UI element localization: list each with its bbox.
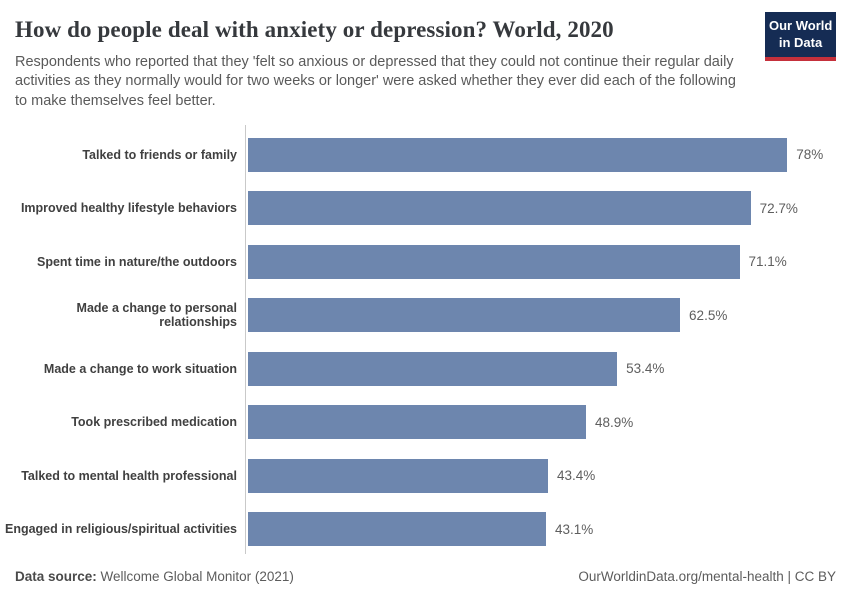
bar-track: 78% (248, 137, 836, 172)
bar[interactable] (248, 191, 751, 226)
category-label: Engaged in religious/spiritual activitie… (4, 522, 237, 537)
bar-row: Made a change to personal relationships … (0, 298, 836, 333)
bar-row: Took prescribed medication 48.9% (0, 405, 836, 440)
datasource-value: Wellcome Global Monitor (2021) (96, 569, 294, 584)
category-label: Improved healthy lifestyle behaviors (20, 201, 237, 216)
bar[interactable] (248, 137, 788, 172)
attribution-link[interactable]: OurWorldinData.org/mental-health | CC BY (578, 569, 836, 584)
value-label: 48.9% (595, 414, 634, 430)
bar-chart-plot: Talked to friends or family 78% Improved… (0, 124, 850, 555)
bar-row: Made a change to work situation 53.4% (0, 351, 836, 386)
owid-logo[interactable]: Our World in Data (765, 12, 836, 61)
header-text: How do people deal with anxiety or depre… (15, 12, 765, 112)
bar-row: Improved healthy lifestyle behaviors 72.… (0, 191, 836, 226)
owid-logo-line2: in Data (778, 34, 823, 50)
y-axis-line (245, 124, 246, 555)
bar[interactable] (248, 298, 681, 333)
bar-row: Talked to friends or family 78% (0, 137, 836, 172)
category-label: Talked to mental health professional (21, 468, 237, 483)
category-label: Took prescribed medication (71, 415, 237, 430)
value-label: 71.1% (748, 254, 787, 270)
datasource-label: Data source: (15, 569, 97, 584)
value-label: 62.5% (689, 307, 728, 323)
bar-track: 43.1% (248, 512, 836, 547)
value-label: 43.4% (556, 468, 596, 484)
bar-track: 72.7% (248, 191, 836, 226)
bar-track: 62.5% (248, 298, 836, 333)
value-label: 78% (796, 147, 824, 163)
chart-footer: Data source: Wellcome Global Monitor (20… (0, 569, 850, 600)
bar-row: Engaged in religious/spiritual activitie… (0, 512, 836, 547)
bar[interactable] (248, 405, 587, 440)
bar[interactable] (248, 244, 740, 279)
chart-title: How do people deal with anxiety or depre… (15, 17, 614, 42)
bar-row: Talked to mental health professional 43.… (0, 458, 836, 493)
bar-track: 71.1% (248, 244, 836, 279)
datasource: Data source: Wellcome Global Monitor (20… (15, 569, 294, 584)
bar-row: Spent time in nature/the outdoors 71.1% (0, 244, 836, 279)
chart-subtitle: Respondents who reported that they 'felt… (15, 53, 736, 110)
value-label: 72.7% (759, 200, 798, 216)
chart-header: How do people deal with anxiety or depre… (0, 0, 850, 112)
category-label: Spent time in nature/the outdoors (36, 254, 237, 269)
bar-track: 48.9% (248, 405, 836, 440)
value-label: 43.1% (554, 521, 594, 537)
bar[interactable] (248, 458, 548, 493)
category-label: Made a change to personal relationships (76, 300, 237, 330)
bar-track: 53.4% (248, 351, 836, 386)
owid-logo-line1: Our World (769, 18, 833, 33)
bar-track: 43.4% (248, 458, 836, 493)
category-label: Made a change to work situation (43, 361, 237, 376)
category-label: Talked to friends or family (82, 147, 237, 162)
bar[interactable] (248, 512, 546, 547)
bar[interactable] (248, 351, 618, 386)
value-label: 53.4% (626, 361, 665, 377)
